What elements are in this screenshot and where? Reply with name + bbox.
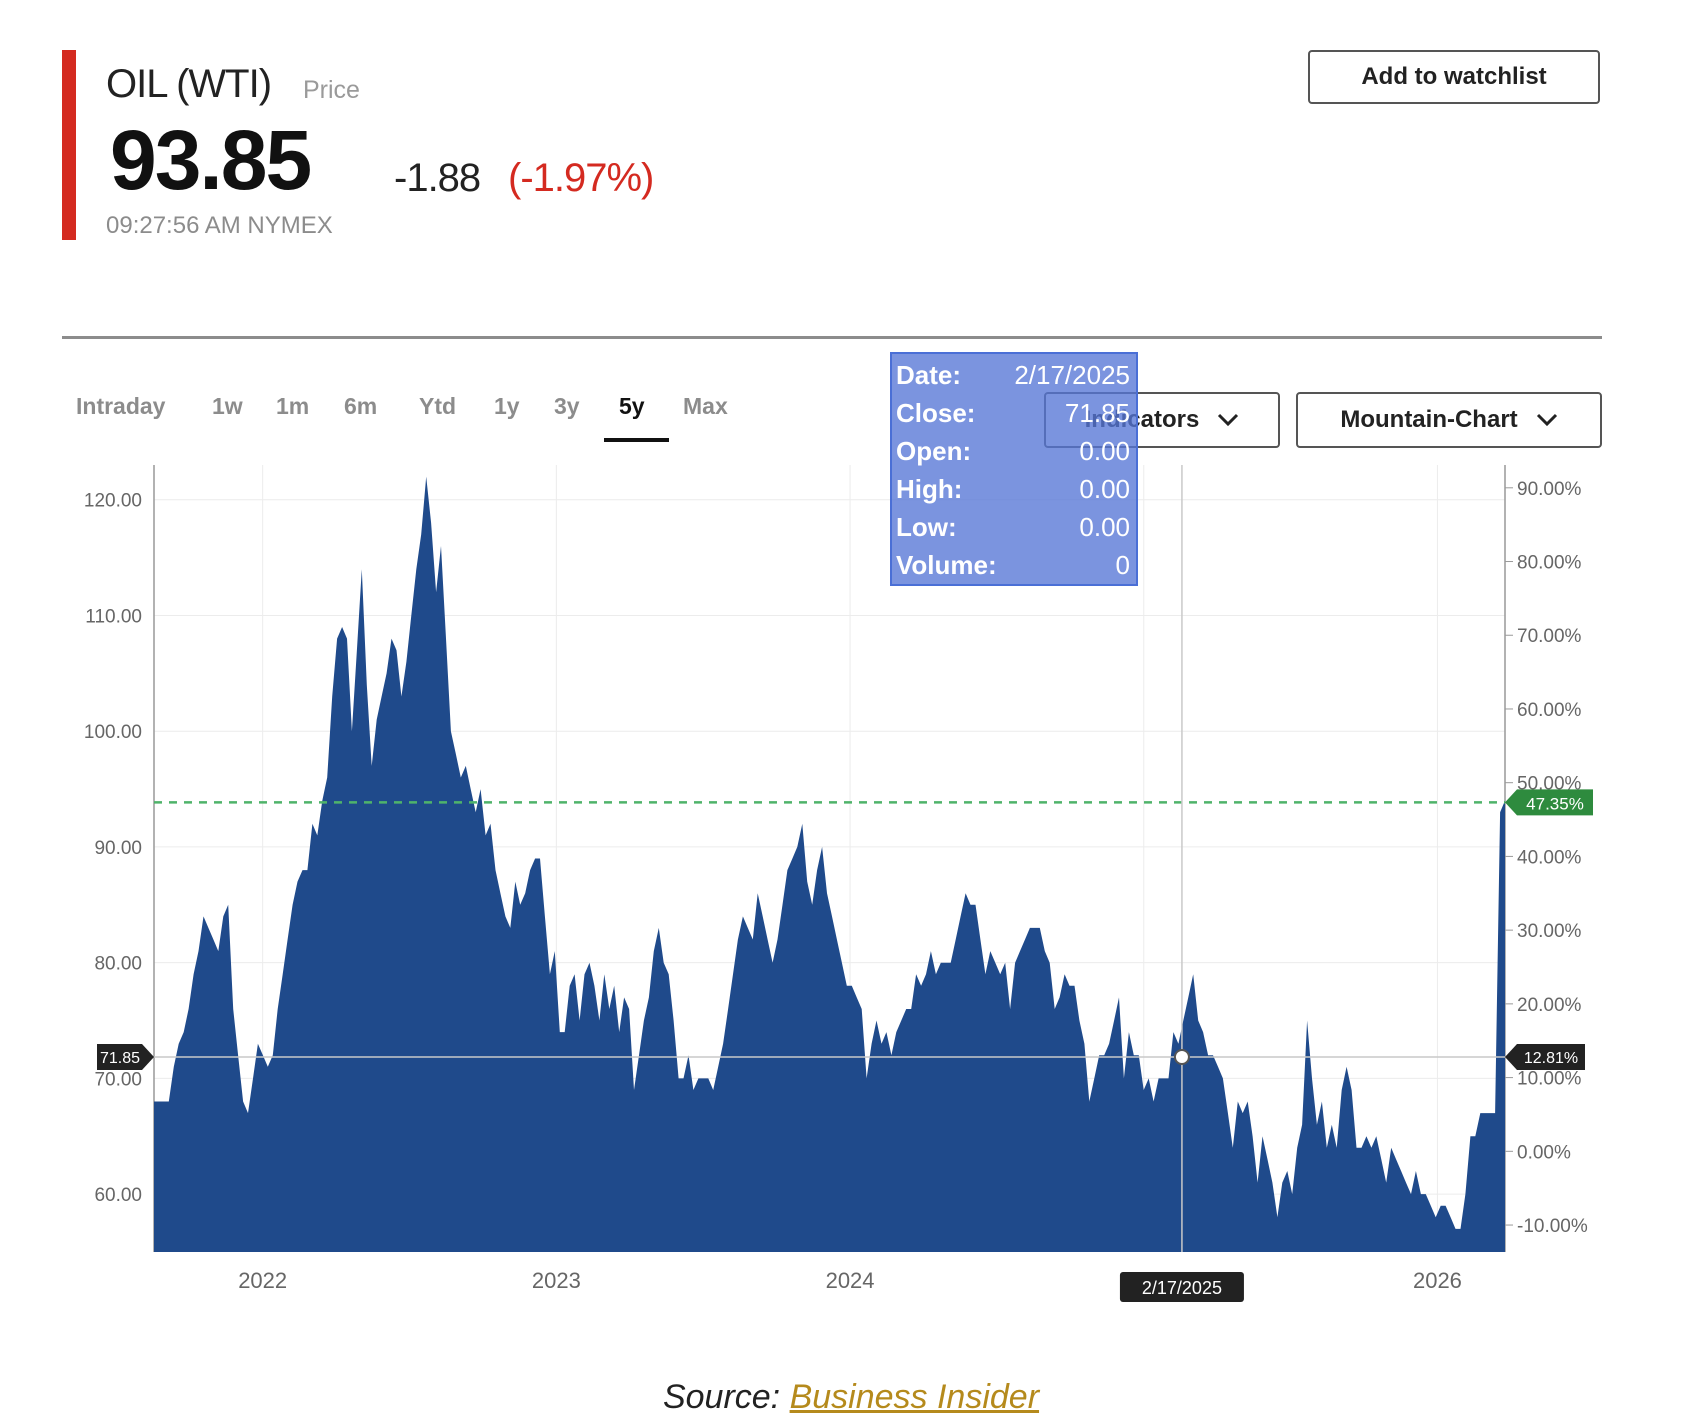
right-tick-label: 40.00%	[1517, 847, 1582, 868]
current-pct-badge	[1505, 789, 1593, 816]
tooltip-row-high: High: 0.00	[896, 474, 1130, 504]
price-area	[154, 476, 1505, 1253]
chevron-down-icon	[1217, 407, 1239, 433]
tab-5y[interactable]: 5y	[619, 393, 645, 419]
y-tick-label: 120.00	[84, 491, 142, 512]
price-area-fill	[154, 476, 1505, 1253]
y-tick-label: 70.00	[94, 1069, 142, 1090]
x-tick-label: 2022	[238, 1268, 287, 1293]
right-tick-label: 90.00%	[1517, 479, 1582, 500]
tab-1m[interactable]: 1m	[276, 393, 310, 419]
price-change-percent: (-1.97%)	[508, 156, 654, 200]
right-tick-label: 30.00%	[1517, 921, 1582, 942]
quote-timestamp: 09:27:56 AM NYMEX	[106, 212, 333, 239]
right-tick-label: 60.00%	[1517, 700, 1582, 721]
right-tick-label: 80.00%	[1517, 553, 1582, 574]
right-tick-label: 70.00%	[1517, 626, 1582, 647]
instrument-title: OIL (WTI)	[106, 62, 272, 106]
source-caption: Source: Business Insider	[0, 1378, 1702, 1417]
add-to-watchlist-button[interactable]: Add to watchlist	[1308, 50, 1600, 104]
y-tick-label: 90.00	[94, 838, 142, 859]
current-price: 93.85	[110, 113, 312, 207]
tab-max[interactable]: Max	[683, 393, 728, 419]
y-tick-label: 80.00	[94, 954, 142, 975]
tooltip-row-open: Open: 0.00	[896, 436, 1130, 466]
cursor-date-badge	[1119, 1272, 1244, 1302]
accent-bar	[62, 50, 76, 240]
tooltip-row-volume: Volume: 0	[896, 550, 1130, 580]
tab-3y[interactable]: 3y	[554, 393, 580, 419]
tooltip-row-close: Close: 71.85	[896, 398, 1130, 428]
cursor-pct-label: 12.81%	[1524, 1050, 1578, 1067]
right-tick-label: 0.00%	[1517, 1142, 1571, 1163]
title-subtitle: Price	[303, 76, 360, 104]
right-tick-label: 50.00%	[1517, 774, 1582, 795]
tooltip-row-low: Low: 0.00	[896, 512, 1130, 542]
tab-1y[interactable]: 1y	[494, 393, 520, 419]
cursor-value-label: 71.85	[100, 1050, 140, 1067]
right-tick-label: -10.00%	[1517, 1216, 1588, 1237]
price-change: -1.88	[394, 156, 481, 200]
y-tick-label: 60.00	[94, 1185, 142, 1206]
tab-6m[interactable]: 6m	[344, 393, 378, 419]
divider	[62, 336, 1602, 339]
right-tick-label: 20.00%	[1517, 995, 1582, 1016]
chart-marks	[97, 465, 1593, 1302]
cursor-value-badge	[97, 1043, 154, 1070]
source-link[interactable]: Business Insider	[789, 1378, 1040, 1416]
chart-type-label: Mountain-Chart	[1340, 406, 1518, 433]
tab-1w[interactable]: 1w	[212, 393, 243, 419]
chart-labels: 60.00 70.00 80.00 90.00 100.00 110.00 120.00 20…	[84, 479, 1588, 1298]
source-prefix: Source:	[662, 1378, 790, 1416]
right-tick-label: 10.00%	[1517, 1069, 1582, 1090]
chevron-down-icon	[1536, 407, 1558, 433]
x-tick-label: 2024	[826, 1268, 875, 1293]
price-chart[interactable]: 60.00 70.00 80.00 90.00 100.00 110.00 120.00 20…	[0, 0, 1702, 1360]
tab-ytd[interactable]: Ytd	[419, 393, 457, 419]
x-tick-label: 2026	[1413, 1268, 1462, 1293]
y-tick-label: 110.00	[85, 606, 142, 627]
current-pct-label: 47.35%	[1526, 794, 1584, 813]
y-tick-label: 100.00	[84, 722, 142, 743]
active-tab-indicator	[604, 438, 669, 442]
cursor-date-label: 2/17/2025	[1142, 1278, 1222, 1298]
cursor-pct-badge	[1505, 1043, 1585, 1070]
crosshair-point	[1173, 1048, 1190, 1065]
tab-intraday[interactable]: Intraday	[76, 393, 166, 419]
tooltip-row-date: Date: 2/17/2025	[896, 360, 1130, 390]
data-tooltip: Date: 2/17/2025 Close: 71.85 Open: 0.00 Hig…	[890, 352, 1138, 586]
x-tick-label: 2023	[532, 1268, 581, 1293]
chart-type-dropdown[interactable]: Mountain-Chart	[1296, 392, 1602, 448]
